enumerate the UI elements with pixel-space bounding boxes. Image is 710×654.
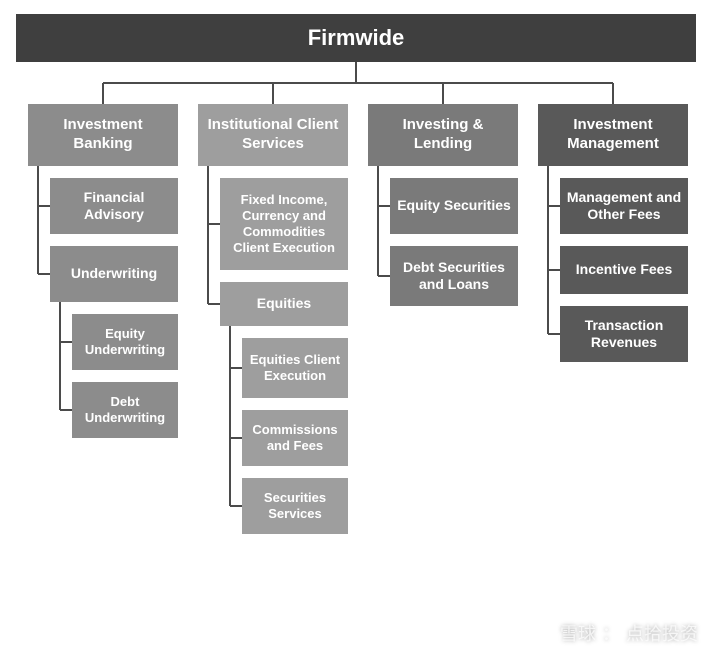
connector-line: [272, 83, 274, 104]
connector-line: [207, 166, 209, 304]
connector-line: [230, 437, 242, 439]
connector-line: [38, 205, 50, 207]
node-incfee: Incentive Fees: [560, 246, 688, 294]
connector-line: [547, 166, 549, 334]
connector-line: [355, 62, 357, 83]
node-debtuw: Debt Underwriting: [72, 382, 178, 438]
connector-line: [229, 326, 231, 506]
watermark-author: 点拾投资: [626, 620, 698, 646]
connector-line: [442, 83, 444, 104]
node-eqce: Equities Client Execution: [242, 338, 348, 398]
connector-line: [37, 166, 39, 274]
node-eqsec: Equity Securities: [390, 178, 518, 234]
node-im: Investment Management: [538, 104, 688, 166]
node-uw: Underwriting: [50, 246, 178, 302]
connector-line: [102, 83, 104, 104]
node-comm: Commissions and Fees: [242, 410, 348, 466]
connector-line: [230, 505, 242, 507]
connector-line: [38, 273, 50, 275]
node-firmwide: Firmwide: [16, 14, 696, 62]
node-txrev: Transaction Revenues: [560, 306, 688, 362]
node-ibanking: Investment Banking: [28, 104, 178, 166]
watermark-brand: 雪球: [560, 620, 596, 646]
connector-line: [612, 83, 614, 104]
connector-line: [378, 205, 390, 207]
connector-line: [230, 367, 242, 369]
connector-line: [60, 409, 72, 411]
connector-line: [548, 205, 560, 207]
connector-line: [378, 275, 390, 277]
connector-line: [208, 223, 220, 225]
connector-line: [548, 333, 560, 335]
node-ficc: Fixed Income, Currency and Commodities C…: [220, 178, 348, 270]
node-eq: Equities: [220, 282, 348, 326]
node-invlend: Investing & Lending: [368, 104, 518, 166]
node-ics: Institutional Client Services: [198, 104, 348, 166]
node-finadv: Financial Advisory: [50, 178, 178, 234]
connector-line: [60, 341, 72, 343]
connector-line: [208, 303, 220, 305]
connector-line: [548, 269, 560, 271]
node-equw: Equity Underwriting: [72, 314, 178, 370]
watermark: 雪球：点拾投资: [532, 620, 698, 646]
connector-line: [103, 82, 613, 84]
snowball-icon: [532, 622, 554, 644]
node-mgmtfee: Management and Other Fees: [560, 178, 688, 234]
node-debtsec: Debt Securities and Loans: [390, 246, 518, 306]
connector-line: [377, 166, 379, 276]
node-secsvc: Securities Services: [242, 478, 348, 534]
connector-line: [59, 302, 61, 410]
watermark-sep: ：: [602, 620, 620, 646]
